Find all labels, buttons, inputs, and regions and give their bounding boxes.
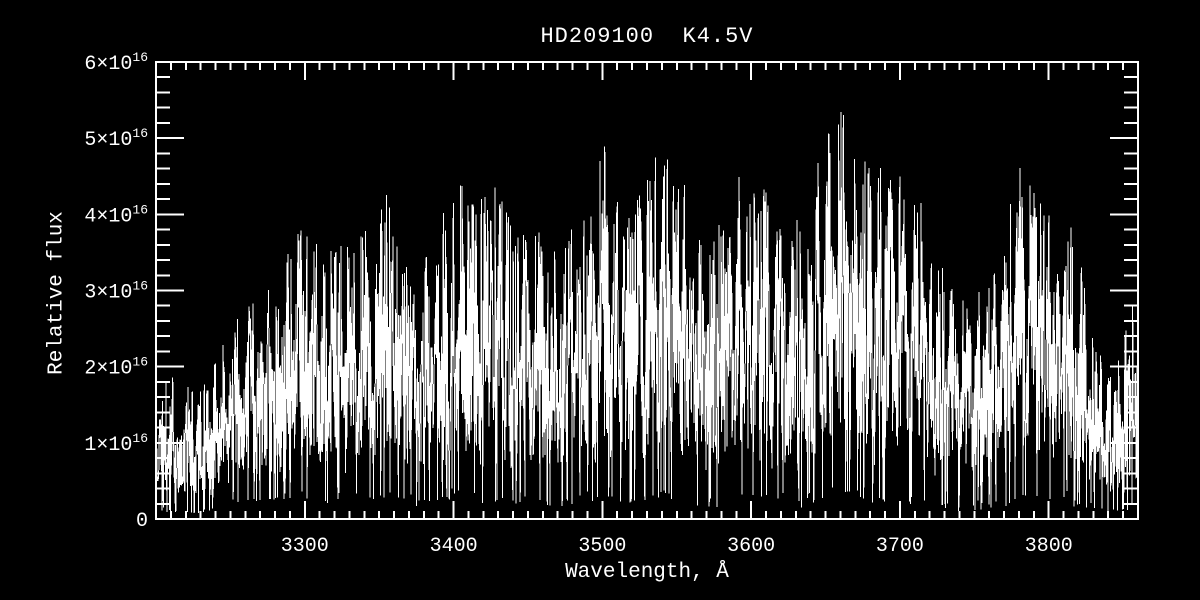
y-tick-label: 6×1016 bbox=[84, 50, 148, 76]
spectrum-trace bbox=[155, 112, 1139, 514]
x-tick-label: 3800 bbox=[1025, 535, 1073, 558]
x-tick-label: 3700 bbox=[876, 535, 924, 558]
x-tick-label: 3300 bbox=[281, 535, 329, 558]
x-tick-label: 3500 bbox=[578, 535, 626, 558]
y-tick-label: 1×1016 bbox=[84, 431, 148, 457]
y-tick-label: 2×1016 bbox=[84, 355, 148, 381]
y-tick-label: 5×1016 bbox=[84, 126, 148, 152]
y-tick-label: 3×1016 bbox=[84, 279, 148, 305]
y-tick-label: 0 bbox=[136, 510, 148, 533]
x-tick-label: 3400 bbox=[430, 535, 478, 558]
chart-title: HD209100 K4.5V bbox=[540, 24, 754, 49]
x-tick-label: 3600 bbox=[727, 535, 775, 558]
x-axis-title: Wavelength, Å bbox=[565, 561, 729, 584]
y-tick-label: 4×1016 bbox=[84, 202, 148, 228]
